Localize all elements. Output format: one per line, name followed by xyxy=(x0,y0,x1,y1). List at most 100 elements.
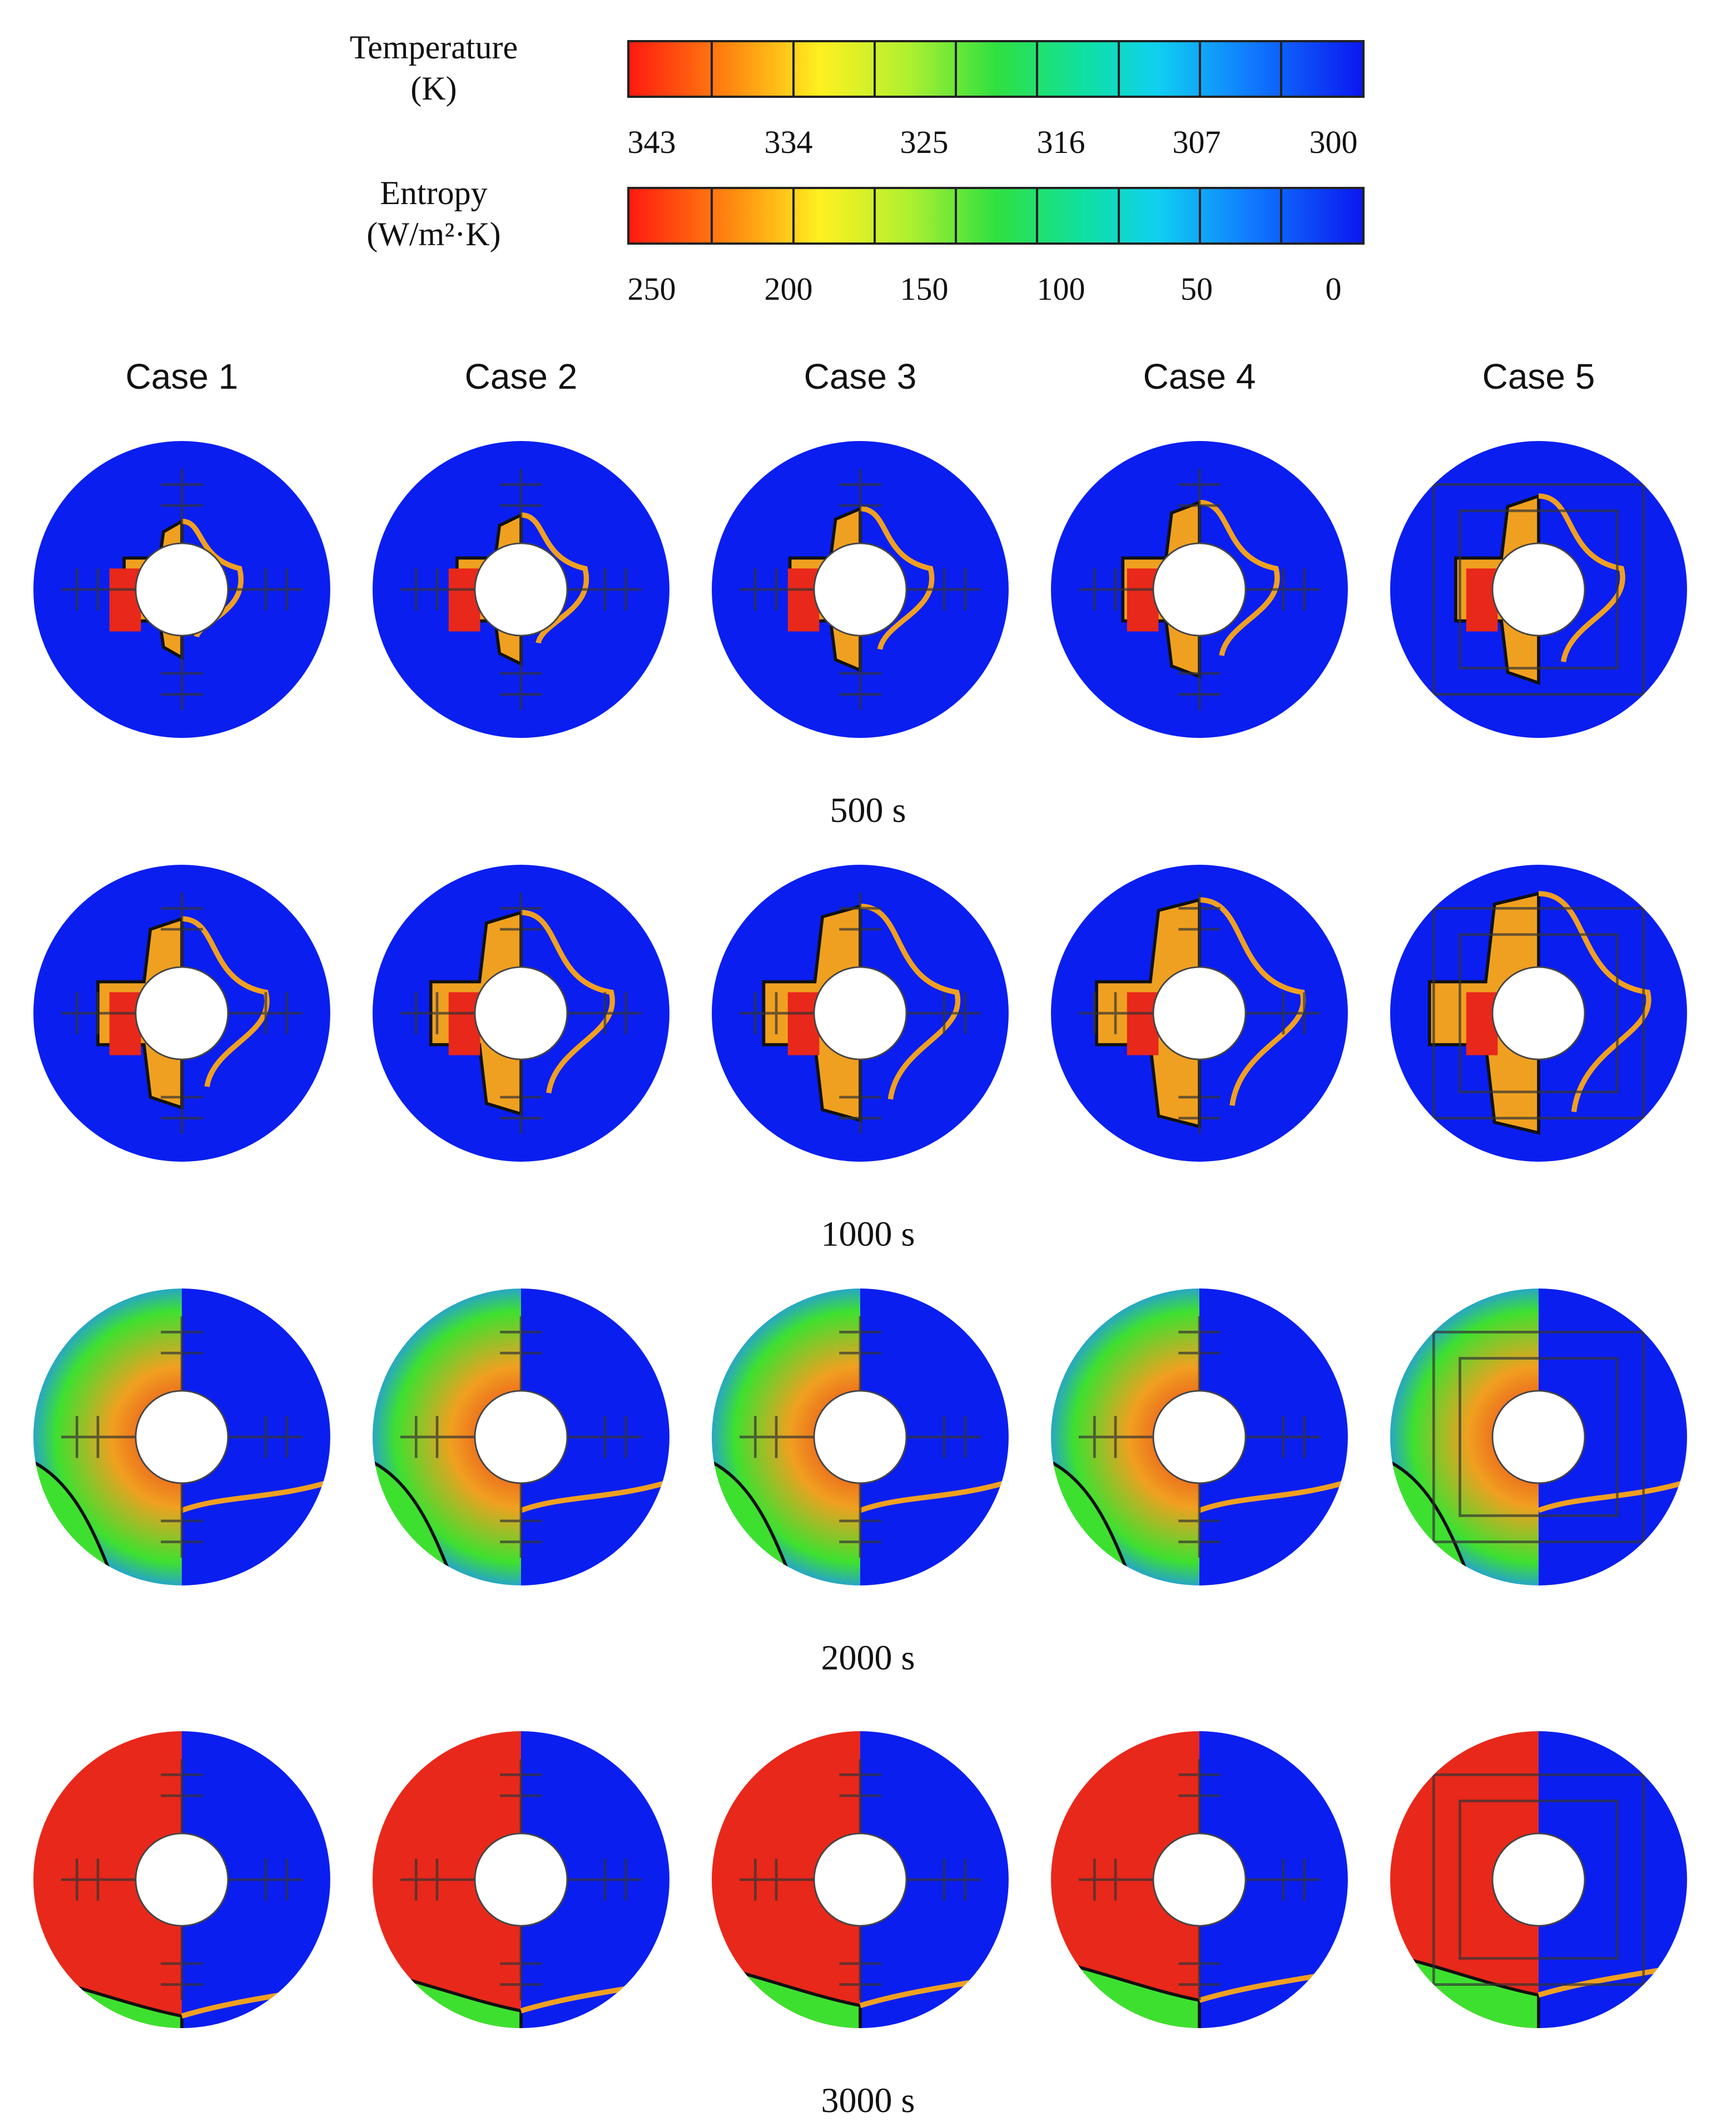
inner-tube xyxy=(1152,1390,1247,1484)
fin xyxy=(1178,893,1221,967)
fin xyxy=(839,1316,881,1391)
fin xyxy=(500,1759,542,1833)
fin xyxy=(1178,1759,1221,1833)
inner-tube xyxy=(135,966,229,1060)
contour-disk xyxy=(1381,1722,1696,2037)
temperature-tick: 316 xyxy=(1036,124,1085,160)
inner-tube xyxy=(813,1832,907,1927)
inner-tube xyxy=(1152,966,1247,1060)
contour-disk xyxy=(364,856,678,1171)
fin xyxy=(500,1483,542,1558)
fin xyxy=(1432,483,1645,696)
fin xyxy=(500,893,542,967)
entropy-front xyxy=(181,1476,330,1513)
case-label: Case 3 xyxy=(803,356,917,397)
contour-disk xyxy=(1042,1280,1357,1594)
entropy-front xyxy=(1537,1476,1687,1513)
contour-disk xyxy=(1381,856,1696,1171)
contour-disk xyxy=(703,856,1018,1171)
contour-disk xyxy=(1042,1722,1357,2037)
contour-disk xyxy=(703,1280,1018,1594)
hot-core xyxy=(787,568,820,632)
inner-tube xyxy=(1152,542,1247,637)
case-label: Case 5 xyxy=(1482,356,1595,397)
entropy-front xyxy=(1538,891,1651,1112)
temperature-tick: 300 xyxy=(1309,124,1358,160)
fin xyxy=(839,1926,881,2000)
inner-tube xyxy=(135,1390,229,1484)
fin xyxy=(228,568,302,611)
entropy-front xyxy=(181,916,270,1087)
case-label: Case 4 xyxy=(1143,356,1256,397)
fin xyxy=(1459,1357,1619,1517)
fin xyxy=(906,568,981,611)
hot-core xyxy=(1466,992,1498,1055)
contour-disk xyxy=(1042,432,1357,747)
colorbar-divider xyxy=(1117,189,1120,242)
fin xyxy=(1178,1926,1221,2000)
hot-core xyxy=(109,992,141,1055)
contour-disk xyxy=(24,856,339,1171)
colorbar-divider xyxy=(1280,189,1283,242)
fin xyxy=(500,1316,542,1391)
fin xyxy=(161,1059,203,1134)
entropy-legend-title: Entropy (W/m²·K) xyxy=(317,172,550,255)
contour-disk xyxy=(24,1722,339,2037)
fin xyxy=(1178,1483,1221,1558)
entropy-tick: 150 xyxy=(900,271,949,307)
entropy-front xyxy=(859,1476,1009,1513)
inner-tube xyxy=(1491,1832,1586,1927)
hot-core xyxy=(448,568,480,632)
contour-disk xyxy=(703,432,1018,747)
colorbar-divider xyxy=(792,42,795,96)
fin xyxy=(567,1859,642,1901)
hot-core xyxy=(1466,568,1498,632)
temperature-tick: 325 xyxy=(900,124,949,160)
case-label: Case 1 xyxy=(125,356,239,397)
inner-tube xyxy=(1491,966,1586,1060)
inner-tube xyxy=(813,966,907,1060)
inner-tube xyxy=(813,542,907,637)
contour-disk xyxy=(24,1280,339,1594)
fin xyxy=(839,1059,881,1134)
inner-tube xyxy=(1491,542,1586,637)
inner-tube xyxy=(474,966,568,1060)
colorbar-divider xyxy=(955,42,958,96)
entropy-front xyxy=(1198,1476,1348,1513)
inner-tube xyxy=(474,1832,568,1927)
hot-core xyxy=(448,992,480,1055)
fin xyxy=(839,469,881,543)
contour-disk xyxy=(1381,432,1696,747)
entropy-tick: 200 xyxy=(764,271,813,307)
colorbar-divider xyxy=(873,189,876,242)
colorbar-divider xyxy=(1036,189,1039,242)
time-label: 3000 s xyxy=(821,2080,915,2120)
contour-disk xyxy=(364,432,678,747)
inner-tube xyxy=(813,1390,907,1484)
fin xyxy=(500,1926,542,2000)
colorbar-divider xyxy=(955,189,958,242)
inner-tube xyxy=(135,542,229,637)
fin xyxy=(906,1416,981,1458)
entropy-front xyxy=(520,512,589,644)
hot-core xyxy=(1127,568,1159,632)
fin xyxy=(228,992,302,1034)
entropy-unit: (W/m²·K) xyxy=(366,216,501,252)
fin xyxy=(1246,1416,1320,1458)
fin xyxy=(228,1416,302,1458)
fin xyxy=(1178,636,1221,710)
fin xyxy=(567,1416,642,1458)
contour-disk xyxy=(1042,856,1357,1171)
colorbar-divider xyxy=(1117,42,1120,96)
fin xyxy=(1178,1059,1221,1134)
entropy-front xyxy=(860,506,935,650)
colorbar-divider xyxy=(1199,189,1202,242)
fin xyxy=(500,636,542,710)
contour-disk xyxy=(1381,1280,1696,1594)
fin xyxy=(1459,933,1619,1093)
entropy-front xyxy=(520,1476,669,1513)
colorbar-divider xyxy=(792,189,795,242)
fin xyxy=(1178,1316,1221,1391)
contour-disk xyxy=(703,1722,1018,2037)
fin xyxy=(906,1859,981,1901)
